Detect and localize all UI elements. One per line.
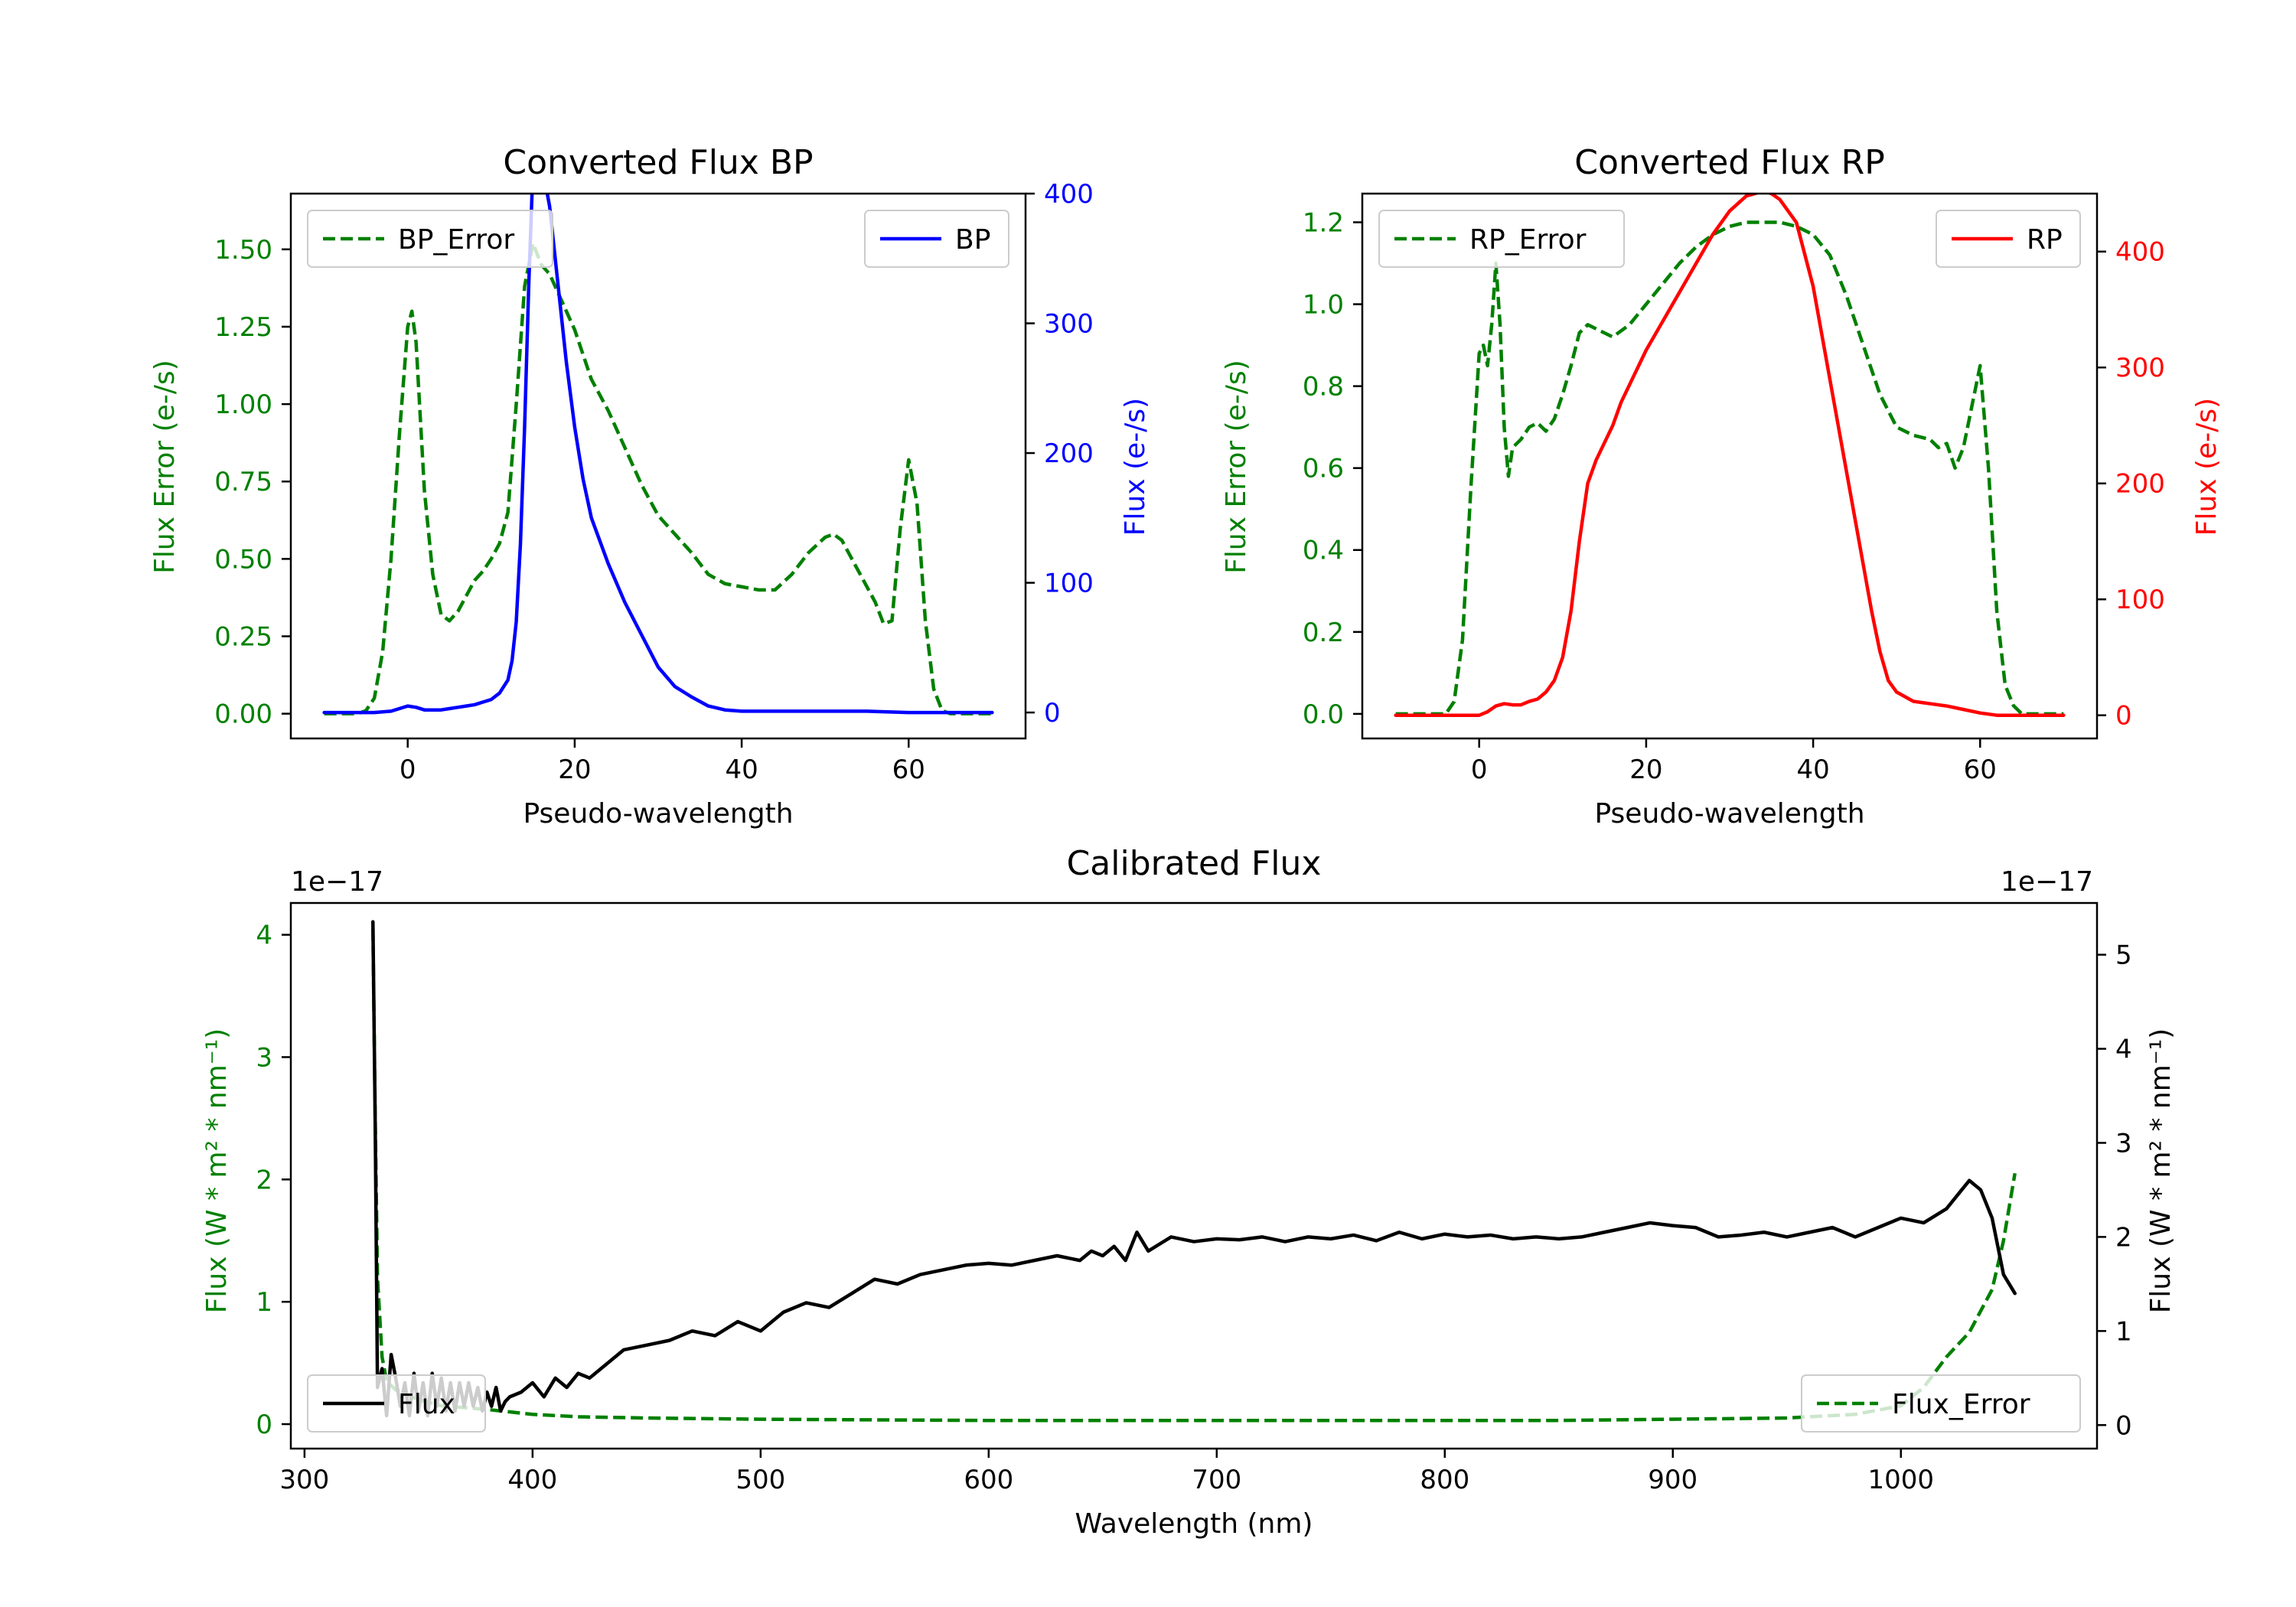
y-axis-label-left: Flux (W * m² * nm⁻¹): [201, 1028, 233, 1314]
legend-label: BP: [955, 224, 990, 256]
x-tick-label: 600: [964, 1465, 1013, 1495]
y-tick-label-left: 3: [256, 1042, 272, 1073]
plot-frame: [289, 901, 2099, 1450]
legend-flux-error: Flux_Error: [1801, 1374, 2081, 1433]
y-tick-label-right: 100: [1044, 569, 1094, 599]
x-tick-label: 40: [725, 755, 758, 785]
x-tick-label: 20: [558, 755, 591, 785]
x-tick-label: 1000: [1867, 1465, 1934, 1495]
y-tick-label-left: 0.25: [214, 622, 272, 653]
x-tick-label: 0: [400, 755, 416, 785]
y-tick-label-right: 300: [2115, 353, 2165, 383]
y-axis-label-left: Flux Error (e-/s): [149, 360, 181, 574]
y-tick-label-left: 0.0: [1303, 699, 1344, 730]
y-tick-label-left: 0.8: [1303, 372, 1344, 403]
legend-label: Flux: [398, 1389, 455, 1420]
y-tick-label-right: 400: [1044, 179, 1094, 210]
y-tick-label-right: 3: [2115, 1128, 2132, 1159]
x-tick-label: 400: [507, 1465, 557, 1495]
y-tick-label-left: 0.2: [1303, 618, 1344, 648]
legend-box: [307, 1374, 486, 1433]
y-tick-label-left: 0.00: [214, 699, 272, 730]
legend-box: [1378, 210, 1625, 268]
y-axis-offset-left: 1e−17: [291, 866, 383, 898]
y-axis-label-left: Flux Error (e-/s): [1221, 360, 1252, 574]
x-axis-label: Pseudo-wavelength: [1594, 798, 1864, 830]
x-tick-label: 500: [735, 1465, 785, 1495]
legend-rp-error: RP_Error: [1378, 210, 1625, 268]
y-axis-label-right: Flux (W * m² * nm⁻¹): [2145, 1028, 2177, 1314]
y-tick-label-left: 4: [256, 921, 272, 951]
y-tick-label-left: 0.6: [1303, 454, 1344, 484]
x-tick-label: 300: [279, 1465, 329, 1495]
y-tick-label-right: 0: [1044, 698, 1061, 729]
y-tick-label-right: 300: [1044, 309, 1094, 340]
chart-rp: Converted Flux RP Pseudo-wavelength Flux…: [1221, 143, 2223, 830]
chart-calibrated: Calibrated Flux Wavelength (nm) Flux (W …: [201, 844, 2177, 1540]
y-tick-label-left: 0.75: [214, 467, 272, 497]
legend-label: RP_Error: [1469, 224, 1587, 256]
legend-label: RP: [2027, 224, 2063, 256]
y-tick-label-left: 1.50: [214, 235, 272, 266]
y-tick-label-left: 1.25: [214, 312, 272, 343]
y-tick-label-right: 200: [1044, 438, 1094, 469]
x-tick-label: 700: [1192, 1465, 1241, 1495]
legend-box: [307, 210, 553, 268]
x-tick-label: 60: [1964, 755, 1997, 785]
y-tick-label-left: 0.50: [214, 544, 272, 575]
x-tick-label: 800: [1420, 1465, 1469, 1495]
legend-label: BP_Error: [398, 224, 514, 256]
y-tick-label-right: 400: [2115, 237, 2165, 268]
legend-label: Flux_Error: [1892, 1389, 2030, 1420]
legend-bp-error: BP_Error: [307, 210, 553, 268]
x-tick-label: 40: [1796, 755, 1829, 785]
y-axis-label-right: Flux (e-/s): [2191, 398, 2223, 536]
y-tick-label-left: 1.00: [214, 390, 272, 420]
y-tick-label-left: 1.2: [1303, 207, 1344, 238]
y-tick-label-right: 0: [2115, 701, 2132, 732]
y-tick-label-left: 1.0: [1303, 290, 1344, 321]
y-tick-label-right: 200: [2115, 469, 2165, 500]
chart-title: Calibrated Flux: [1067, 844, 1322, 883]
y-tick-label-left: 2: [256, 1165, 272, 1195]
y-tick-label-right: 100: [2115, 585, 2165, 615]
chart-title: Converted Flux BP: [503, 143, 813, 182]
legend-flux: Flux: [307, 1374, 486, 1433]
x-tick-label: 0: [1471, 755, 1488, 785]
y-tick-label-right: 4: [2115, 1035, 2132, 1065]
chart-bp: Converted Flux BP Pseudo-wavelength Flux…: [149, 143, 1151, 830]
series-line-bp-error: [324, 241, 993, 715]
x-tick-label: 20: [1629, 755, 1662, 785]
y-axis-offset-right: 1e−17: [2001, 866, 2093, 898]
series-line-rp: [1394, 194, 2066, 717]
y-axis-label-right: Flux (e-/s): [1120, 398, 1151, 536]
legend-rp: RP: [1936, 210, 2081, 268]
series-line-bp: [322, 194, 994, 715]
y-tick-label-right: 0: [2115, 1410, 2132, 1441]
chart-title: Converted Flux RP: [1574, 143, 1885, 182]
legend-box: [1801, 1374, 2081, 1433]
x-axis-label: Pseudo-wavelength: [523, 798, 793, 830]
y-tick-label-right: 2: [2115, 1222, 2132, 1253]
x-tick-label: 60: [892, 755, 925, 785]
y-tick-label-left: 1: [256, 1287, 272, 1318]
y-tick-label-right: 1: [2115, 1316, 2132, 1347]
legend-bp: BP: [864, 210, 1009, 268]
x-tick-label: 900: [1648, 1465, 1698, 1495]
y-tick-label-right: 5: [2115, 940, 2132, 971]
plot-frame: [289, 192, 1027, 740]
plot-frame: [1361, 192, 2099, 740]
y-tick-label-left: 0: [256, 1410, 272, 1440]
x-axis-label: Wavelength (nm): [1075, 1508, 1313, 1540]
series-line-rp-error: [1395, 220, 2064, 716]
y-tick-label-left: 0.4: [1303, 536, 1344, 566]
